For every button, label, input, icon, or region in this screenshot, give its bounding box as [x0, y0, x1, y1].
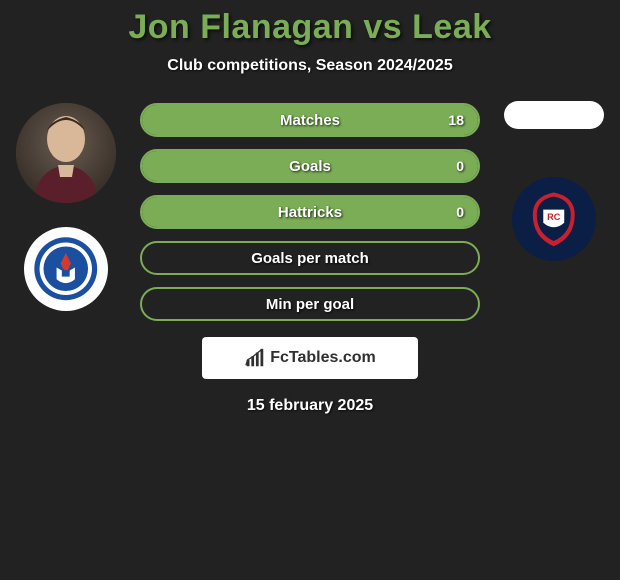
right-player-avatar-placeholder — [504, 101, 604, 129]
stat-row-min-per-goal: Min per goal — [140, 287, 480, 321]
stat-value-right: 0 — [456, 204, 464, 220]
left-player-column — [6, 103, 126, 311]
right-player-column: RC — [494, 103, 614, 261]
left-club-badge — [24, 227, 108, 311]
stat-label: Hattricks — [278, 204, 342, 221]
stat-label: Matches — [280, 112, 340, 129]
infographic-root: Jon Flanagan vs Leak Club competitions, … — [0, 0, 620, 415]
stat-row-hattricks: Hattricks 0 — [140, 195, 480, 229]
stat-value-right: 0 — [456, 158, 464, 174]
attribution-text: FcTables.com — [270, 349, 376, 367]
date-text: 15 february 2025 — [0, 397, 620, 415]
stat-row-goals-per-match: Goals per match — [140, 241, 480, 275]
svg-text:RC: RC — [547, 212, 561, 222]
right-club-badge: RC — [512, 177, 596, 261]
stat-row-matches: Matches 18 — [140, 103, 480, 137]
attribution-badge: FcTables.com — [202, 337, 418, 379]
subtitle: Club competitions, Season 2024/2025 — [0, 57, 620, 75]
left-player-avatar — [16, 103, 116, 203]
stat-value-right: 18 — [448, 112, 464, 128]
person-icon — [16, 103, 116, 203]
stat-label: Goals — [289, 158, 331, 175]
bar-chart-icon — [244, 347, 266, 369]
stats-column: Matches 18 Goals 0 Hattricks 0 Goals per… — [126, 103, 494, 321]
shield-icon — [33, 236, 99, 302]
stat-row-goals: Goals 0 — [140, 149, 480, 183]
stat-label: Goals per match — [251, 250, 369, 267]
page-title: Jon Flanagan vs Leak — [0, 8, 620, 47]
shield-icon: RC — [521, 186, 587, 252]
stat-label: Min per goal — [266, 296, 354, 313]
comparison-row: Matches 18 Goals 0 Hattricks 0 Goals per… — [0, 103, 620, 321]
